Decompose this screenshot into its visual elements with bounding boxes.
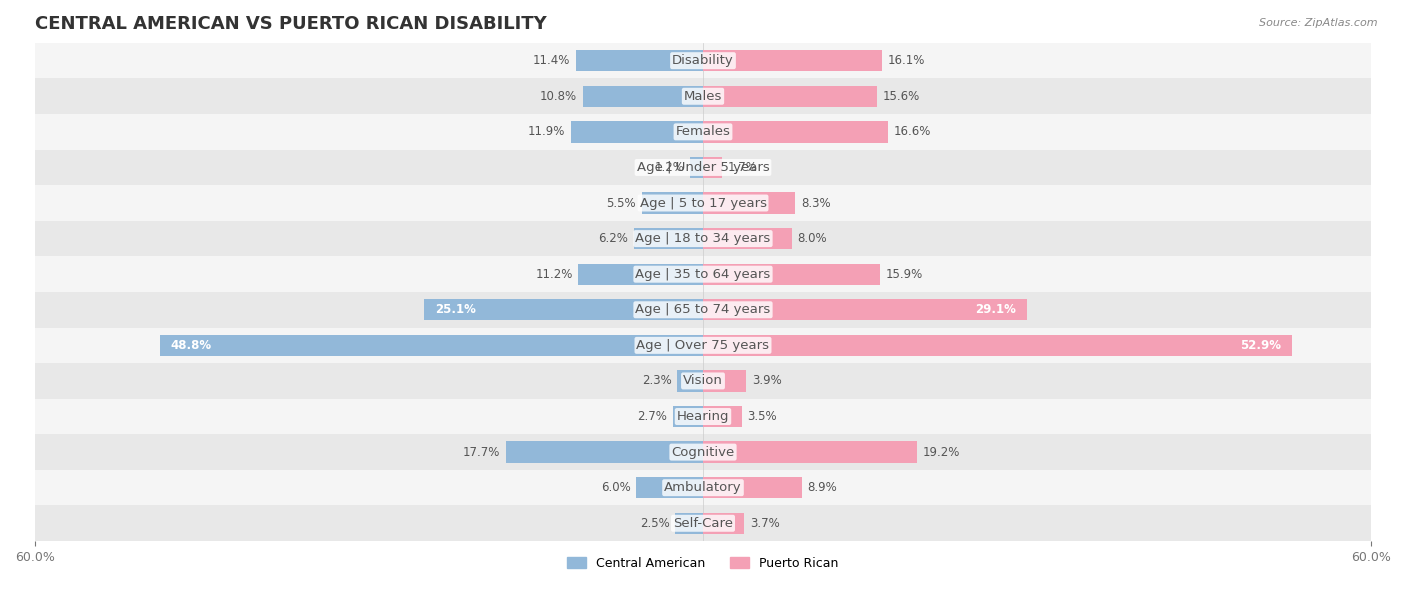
Text: Males: Males — [683, 90, 723, 103]
Text: 6.2%: 6.2% — [599, 232, 628, 245]
Text: 10.8%: 10.8% — [540, 90, 578, 103]
Text: Age | Under 5 years: Age | Under 5 years — [637, 161, 769, 174]
Text: Cognitive: Cognitive — [672, 446, 734, 458]
Bar — [641, 192, 703, 214]
Text: 29.1%: 29.1% — [974, 304, 1017, 316]
Bar — [576, 50, 703, 72]
Text: Source: ZipAtlas.com: Source: ZipAtlas.com — [1260, 18, 1378, 28]
Text: Vision: Vision — [683, 375, 723, 387]
Bar — [703, 477, 801, 498]
Text: 2.5%: 2.5% — [640, 517, 669, 530]
Text: 16.6%: 16.6% — [893, 125, 931, 138]
Bar — [35, 150, 1371, 185]
Bar — [689, 157, 703, 178]
Text: 11.4%: 11.4% — [533, 54, 571, 67]
Bar — [35, 114, 1371, 150]
Bar — [703, 157, 721, 178]
Bar — [35, 292, 1371, 327]
Bar — [578, 264, 703, 285]
Bar — [703, 264, 880, 285]
Bar — [703, 121, 887, 143]
Text: Age | 18 to 34 years: Age | 18 to 34 years — [636, 232, 770, 245]
Bar — [703, 335, 1292, 356]
Text: 15.6%: 15.6% — [882, 90, 920, 103]
Text: Age | 35 to 64 years: Age | 35 to 64 years — [636, 267, 770, 281]
Text: 25.1%: 25.1% — [434, 304, 475, 316]
Bar — [35, 435, 1371, 470]
Text: 2.3%: 2.3% — [643, 375, 672, 387]
Bar — [703, 370, 747, 392]
Bar — [35, 470, 1371, 506]
Bar — [678, 370, 703, 392]
Text: 48.8%: 48.8% — [170, 339, 212, 352]
Text: 3.9%: 3.9% — [752, 375, 782, 387]
Text: Age | 5 to 17 years: Age | 5 to 17 years — [640, 196, 766, 209]
Text: 11.9%: 11.9% — [527, 125, 565, 138]
Bar — [35, 221, 1371, 256]
Bar — [703, 406, 742, 427]
Bar — [634, 228, 703, 249]
Text: 15.9%: 15.9% — [886, 267, 922, 281]
Bar — [35, 43, 1371, 78]
Text: 17.7%: 17.7% — [463, 446, 501, 458]
Text: Ambulatory: Ambulatory — [664, 481, 742, 494]
Text: 52.9%: 52.9% — [1240, 339, 1281, 352]
Text: Age | 65 to 74 years: Age | 65 to 74 years — [636, 304, 770, 316]
Bar — [703, 513, 744, 534]
Text: 1.2%: 1.2% — [654, 161, 685, 174]
Text: 8.3%: 8.3% — [801, 196, 831, 209]
Text: Hearing: Hearing — [676, 410, 730, 423]
Text: 6.0%: 6.0% — [600, 481, 631, 494]
Bar — [506, 441, 703, 463]
Bar — [35, 256, 1371, 292]
Text: 3.7%: 3.7% — [749, 517, 779, 530]
Text: 8.9%: 8.9% — [807, 481, 838, 494]
Text: 2.7%: 2.7% — [637, 410, 668, 423]
Text: Disability: Disability — [672, 54, 734, 67]
Text: Self-Care: Self-Care — [673, 517, 733, 530]
Bar — [703, 50, 882, 72]
Bar — [703, 441, 917, 463]
Bar — [423, 299, 703, 321]
Text: 5.5%: 5.5% — [606, 196, 636, 209]
Text: 1.7%: 1.7% — [727, 161, 758, 174]
Bar — [35, 327, 1371, 363]
Bar — [160, 335, 703, 356]
Text: CENTRAL AMERICAN VS PUERTO RICAN DISABILITY: CENTRAL AMERICAN VS PUERTO RICAN DISABIL… — [35, 15, 547, 33]
Text: 11.2%: 11.2% — [536, 267, 572, 281]
Text: 3.5%: 3.5% — [748, 410, 778, 423]
Text: 16.1%: 16.1% — [887, 54, 925, 67]
Bar — [35, 363, 1371, 399]
Legend: Central American, Puerto Rican: Central American, Puerto Rican — [562, 551, 844, 575]
Bar — [35, 185, 1371, 221]
Bar — [703, 228, 792, 249]
Bar — [703, 299, 1026, 321]
Bar — [35, 506, 1371, 541]
Bar — [703, 192, 796, 214]
Bar — [582, 86, 703, 107]
Bar — [673, 406, 703, 427]
Bar — [571, 121, 703, 143]
Text: 8.0%: 8.0% — [797, 232, 827, 245]
Text: Females: Females — [675, 125, 731, 138]
Bar — [636, 477, 703, 498]
Bar — [35, 399, 1371, 435]
Bar — [703, 86, 877, 107]
Text: 19.2%: 19.2% — [922, 446, 960, 458]
Bar — [675, 513, 703, 534]
Text: Age | Over 75 years: Age | Over 75 years — [637, 339, 769, 352]
Bar — [35, 78, 1371, 114]
